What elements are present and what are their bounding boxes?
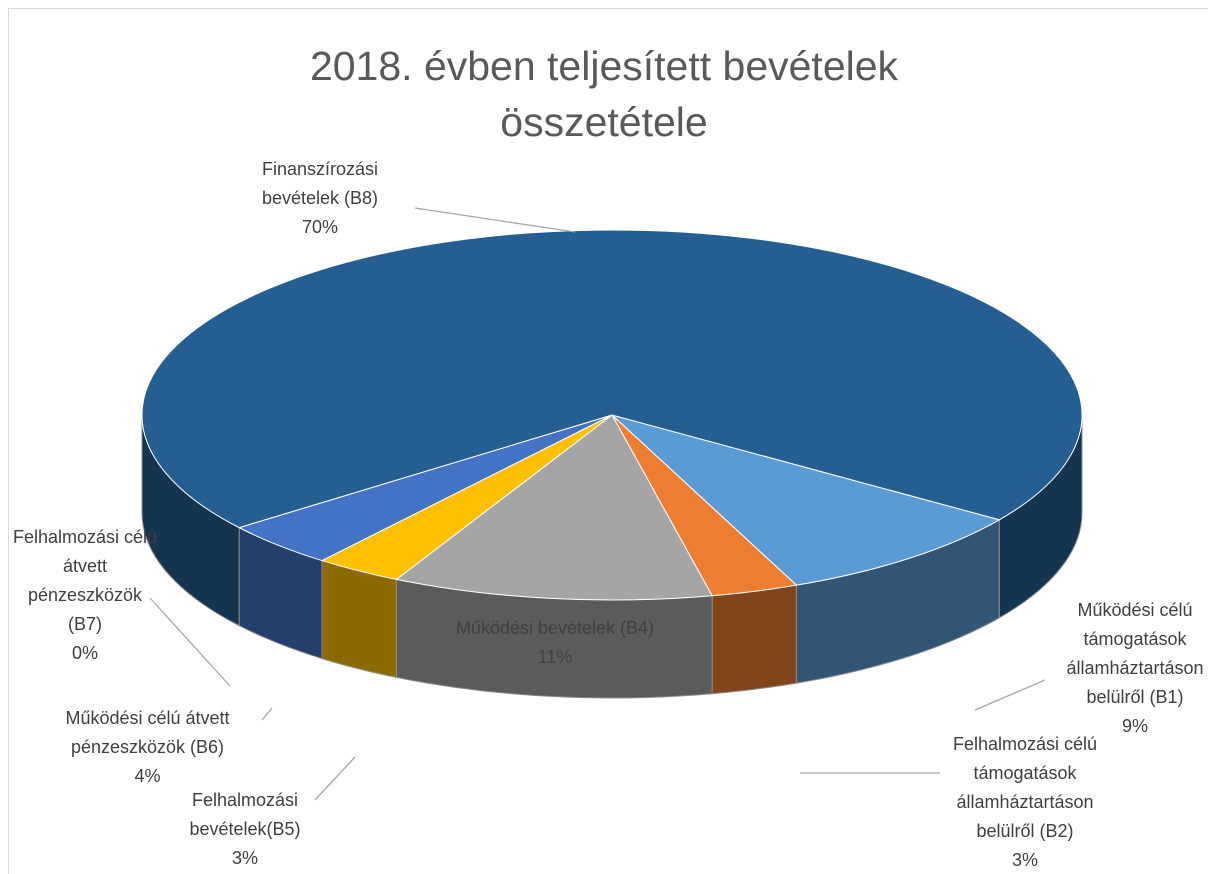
- leader-line: [414, 207, 576, 233]
- slice-side: [711, 584, 797, 695]
- data-label: Felhalmozási célú támogatások államházta…: [925, 730, 1125, 874]
- value-label: 11%: [537, 647, 573, 667]
- slice: [611, 414, 1001, 586]
- slice-side: [321, 559, 397, 679]
- data-label: Működési célú átvett pénzeszközök (B6) 4%: [20, 704, 275, 791]
- slice: [395, 414, 713, 601]
- value-label: 3%: [231, 848, 258, 868]
- value-label: 0%: [71, 643, 98, 663]
- chart-title: 2018. évben teljesített bevételek összet…: [309, 43, 899, 145]
- leader-line: [149, 597, 231, 687]
- value-label: 3%: [1011, 850, 1038, 870]
- chart-frame: [8, 8, 1208, 874]
- value-label: 70%: [301, 217, 339, 237]
- category-label: Felhalmozási célú támogatások államházta…: [952, 734, 1098, 841]
- value-label: 4%: [134, 766, 161, 786]
- data-label: Felhalmozási bevételek(B5) 3%: [155, 786, 335, 873]
- data-label: Felhalmozási célú átvett pénzeszközök (B…: [10, 523, 160, 668]
- category-label: Felhalmozási célú átvett pénzeszközök (B…: [12, 527, 158, 634]
- category-label: Működési célú átvett pénzeszközök (B6): [65, 708, 230, 757]
- value-label: 9%: [1121, 716, 1148, 736]
- leader-line: [314, 756, 356, 801]
- slice: [141, 229, 1083, 529]
- data-label: Finanszírozási bevételek (B8) 70%: [225, 155, 415, 242]
- leader-line: [261, 707, 273, 721]
- category-label: Finanszírozási bevételek (B8): [261, 159, 379, 208]
- leader-line: [974, 679, 1046, 711]
- data-label: Működési célú támogatások államháztartás…: [1040, 596, 1208, 741]
- category-label: Működési célú támogatások államháztartás…: [1066, 600, 1204, 707]
- category-label: Felhalmozási bevételek(B5): [189, 790, 301, 839]
- data-label: Működési bevételek (B4) 11%: [445, 614, 665, 672]
- category-label: Működési bevételek (B4): [455, 618, 655, 638]
